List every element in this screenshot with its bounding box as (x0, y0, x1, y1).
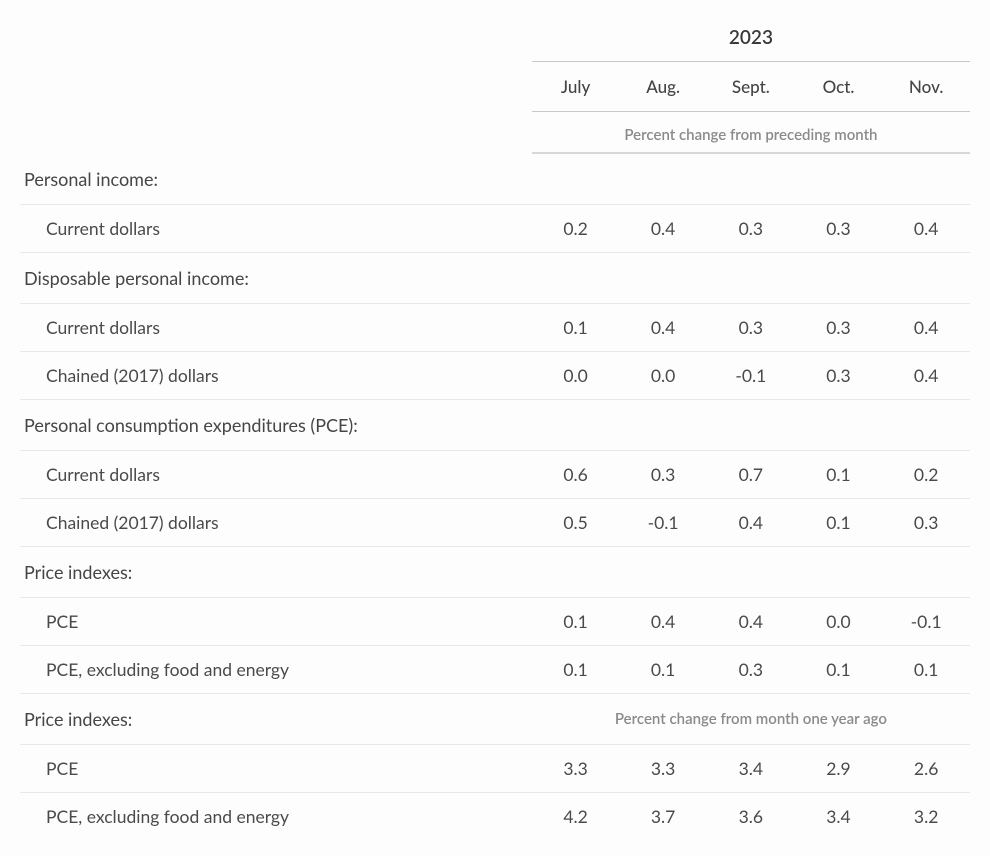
subhead-label: Percent change from month one year ago (532, 694, 970, 745)
month-col: Oct. (795, 62, 883, 112)
table-row: PCE, excluding food and energy 0.1 0.1 0… (20, 646, 970, 694)
section-row: Disposable personal income: (20, 253, 970, 304)
table-row: PCE 0.1 0.4 0.4 0.0 -0.1 (20, 598, 970, 646)
cell: 0.4 (707, 499, 795, 547)
row-label: PCE (20, 745, 532, 793)
cell: 2.6 (882, 745, 970, 793)
section-label: Price indexes: (20, 547, 970, 598)
cell: 3.3 (619, 745, 707, 793)
month-header-row: July Aug. Sept. Oct. Nov. (20, 62, 970, 112)
cell: 0.4 (619, 304, 707, 352)
cell: 0.3 (882, 499, 970, 547)
cell: 3.4 (707, 745, 795, 793)
cell: 0.1 (795, 499, 883, 547)
cell: -0.1 (619, 499, 707, 547)
cell: 0.1 (795, 646, 883, 694)
cell: 0.6 (532, 451, 619, 499)
cell: -0.1 (882, 598, 970, 646)
section-label: Personal consumption expenditures (PCE): (20, 400, 970, 451)
cell: 0.4 (882, 352, 970, 400)
cell: 0.0 (532, 352, 619, 400)
cell: 0.3 (707, 304, 795, 352)
cell: 0.7 (707, 451, 795, 499)
year-label: 2023 (532, 16, 970, 62)
cell: 0.3 (795, 304, 883, 352)
section-row: Personal income: (20, 153, 970, 205)
cell: 3.7 (619, 793, 707, 841)
table-row: Current dollars 0.2 0.4 0.3 0.3 0.4 (20, 205, 970, 253)
subhead-row: Percent change from preceding month (20, 112, 970, 154)
row-label: Chained (2017) dollars (20, 352, 532, 400)
cell: 0.4 (619, 205, 707, 253)
row-label: Current dollars (20, 205, 532, 253)
cell: 0.3 (795, 205, 883, 253)
cell: 0.3 (619, 451, 707, 499)
row-label: PCE (20, 598, 532, 646)
cell: 0.5 (532, 499, 619, 547)
month-col: Sept. (707, 62, 795, 112)
cell: 3.2 (882, 793, 970, 841)
subhead-label: Percent change from preceding month (532, 112, 970, 154)
cell: 2.9 (795, 745, 883, 793)
month-col: Aug. (619, 62, 707, 112)
row-label: Current dollars (20, 304, 532, 352)
row-label: Current dollars (20, 451, 532, 499)
cell: -0.1 (707, 352, 795, 400)
cell: 4.2 (532, 793, 619, 841)
cell: 0.0 (619, 352, 707, 400)
table-row: Current dollars 0.6 0.3 0.7 0.1 0.2 (20, 451, 970, 499)
cell: 0.2 (532, 205, 619, 253)
table-row: Current dollars 0.1 0.4 0.3 0.3 0.4 (20, 304, 970, 352)
cell: 0.3 (707, 646, 795, 694)
row-label: PCE, excluding food and energy (20, 646, 532, 694)
section-label: Price indexes: (20, 694, 532, 745)
cell: 0.0 (795, 598, 883, 646)
cell: 0.4 (707, 598, 795, 646)
table-row: PCE, excluding food and energy 4.2 3.7 3… (20, 793, 970, 841)
cell: 3.3 (532, 745, 619, 793)
cell: 3.6 (707, 793, 795, 841)
section-label: Disposable personal income: (20, 253, 970, 304)
table-row: Chained (2017) dollars 0.5 -0.1 0.4 0.1 … (20, 499, 970, 547)
cell: 0.1 (532, 598, 619, 646)
cell: 0.1 (532, 304, 619, 352)
cell: 0.1 (795, 451, 883, 499)
cell: 3.4 (795, 793, 883, 841)
cell: 0.2 (882, 451, 970, 499)
section-row: Price indexes: (20, 547, 970, 598)
cell: 0.1 (882, 646, 970, 694)
year-header-row: 2023 (20, 16, 970, 62)
cell: 0.3 (795, 352, 883, 400)
economic-data-table: 2023 July Aug. Sept. Oct. Nov. Percent c… (20, 16, 970, 840)
row-label: PCE, excluding food and energy (20, 793, 532, 841)
row-label: Chained (2017) dollars (20, 499, 532, 547)
section-row: Personal consumption expenditures (PCE): (20, 400, 970, 451)
cell: 0.1 (619, 646, 707, 694)
section-row-with-subhead: Price indexes: Percent change from month… (20, 694, 970, 745)
section-label: Personal income: (20, 153, 970, 205)
month-col: Nov. (882, 62, 970, 112)
cell: 0.4 (882, 205, 970, 253)
cell: 0.3 (707, 205, 795, 253)
cell: 0.4 (882, 304, 970, 352)
table-row: Chained (2017) dollars 0.0 0.0 -0.1 0.3 … (20, 352, 970, 400)
cell: 0.1 (532, 646, 619, 694)
table-row: PCE 3.3 3.3 3.4 2.9 2.6 (20, 745, 970, 793)
cell: 0.4 (619, 598, 707, 646)
month-col: July (532, 62, 619, 112)
